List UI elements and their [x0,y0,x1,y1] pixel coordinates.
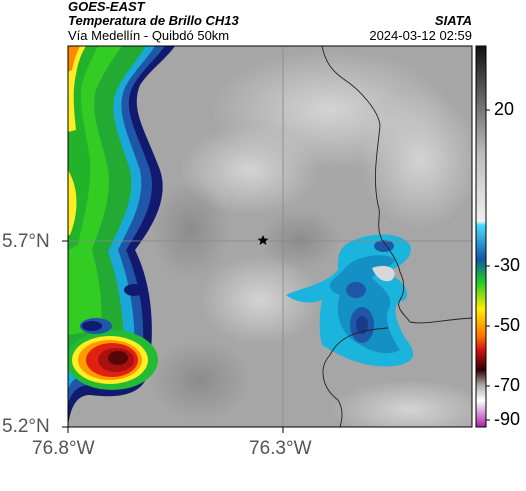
star-icon [257,235,269,245]
colorbar-tick-20: 20 [494,99,515,119]
map-frame [67,45,473,428]
map-layer [68,46,472,427]
lat-tick-5.2: 5.2°N [2,416,50,437]
datetime-label: 2024-03-12 02:59 [369,28,472,43]
product-name: Temperatura de Brillo CH13 [68,13,239,28]
colorbar [475,45,487,428]
department-boundary-south [322,327,389,427]
source-label: SIATA [434,13,472,28]
colorbar-tick-minus50: -50 [494,315,521,335]
colorbar-tick-minus70: -70 [494,375,521,395]
colorbar-tick-minus90: -90 [494,409,521,429]
west-cloud-band [68,46,175,427]
satellite-title: GOES-EAST [68,0,472,14]
route-label: Vía Medellín - Quibdó 50km [68,28,230,43]
satellite-name: GOES-EAST [68,0,145,14]
colorbar-tick-minus30: -30 [494,255,521,275]
department-boundary [321,46,472,324]
lon-tick-76.3: 76.3°W [249,438,312,459]
lon-tick-76.8: 76.8°W [32,438,95,459]
subtitle-row: Vía Medellín - Quibdó 50km 2024-03-12 02… [68,29,472,43]
product-title-row: Temperatura de Brillo CH13 SIATA [68,14,472,28]
lat-tick-5.7: 5.7°N [2,231,50,252]
